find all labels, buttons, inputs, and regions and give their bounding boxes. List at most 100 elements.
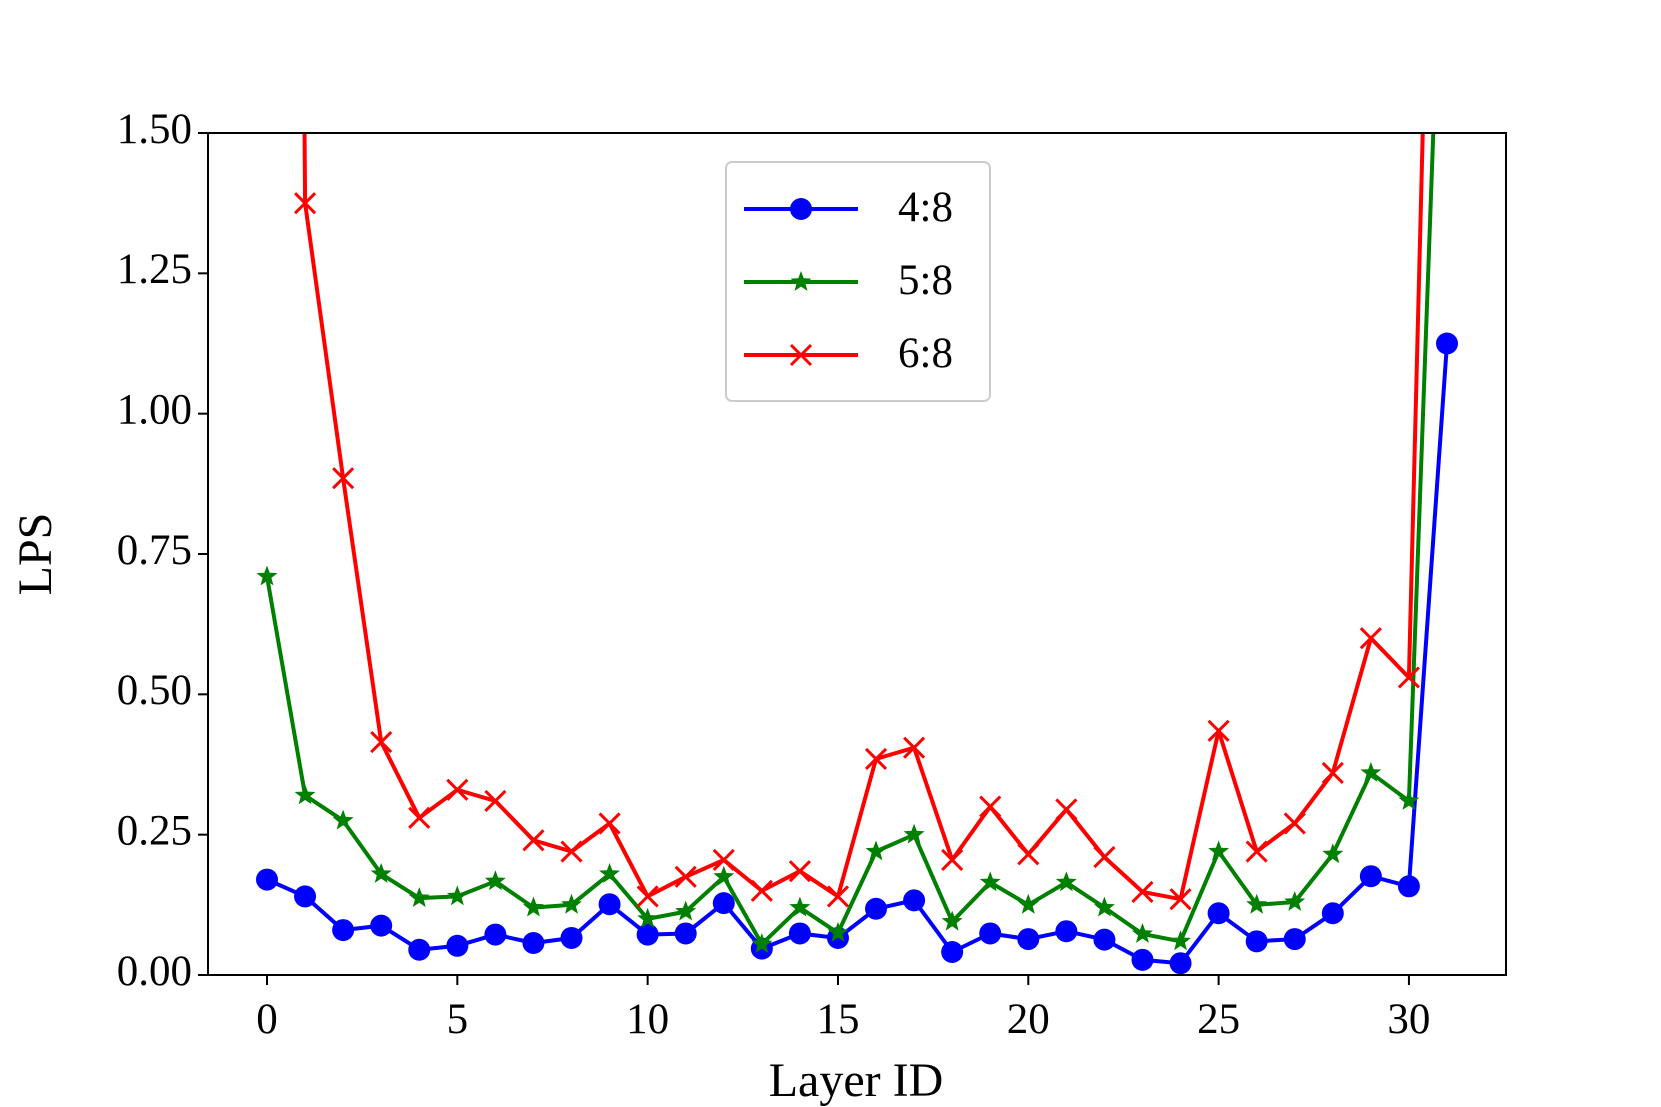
marker xyxy=(941,848,964,871)
marker xyxy=(1017,928,1040,951)
marker xyxy=(750,879,773,902)
marker xyxy=(599,863,620,883)
marker xyxy=(523,896,544,917)
marker xyxy=(484,789,507,813)
marker xyxy=(1321,761,1344,784)
marker xyxy=(637,907,659,928)
marker xyxy=(979,871,1001,892)
legend-label: 4:8 xyxy=(898,184,953,231)
series-line xyxy=(302,133,1425,902)
marker xyxy=(1207,719,1230,742)
marker xyxy=(712,848,735,871)
marker xyxy=(560,840,583,863)
marker xyxy=(1284,891,1306,911)
plot-frame xyxy=(207,132,1507,976)
y-tick-label: 0.75 xyxy=(117,527,192,574)
marker xyxy=(256,565,278,586)
marker xyxy=(256,868,278,891)
x-tick-label: 25 xyxy=(1197,996,1240,1043)
marker xyxy=(294,192,317,215)
marker xyxy=(294,885,317,908)
y-axis-label: LPS xyxy=(9,513,62,596)
y-tick-label: 0.00 xyxy=(117,948,192,995)
marker xyxy=(903,736,926,759)
marker xyxy=(903,889,926,912)
marker xyxy=(941,940,964,963)
marker xyxy=(332,809,354,830)
marker xyxy=(788,860,811,883)
x-tick-label: 20 xyxy=(1007,996,1050,1043)
marker xyxy=(636,885,659,908)
x-tick-label: 10 xyxy=(626,996,669,1043)
marker xyxy=(1093,928,1116,951)
marker xyxy=(674,865,697,888)
marker xyxy=(408,887,430,907)
marker xyxy=(1170,930,1191,951)
x-tick-label: 5 xyxy=(447,996,469,1043)
marker xyxy=(712,892,735,915)
marker xyxy=(1360,761,1382,782)
marker xyxy=(1359,627,1382,650)
x-tick-label: 0 xyxy=(256,996,278,1043)
marker xyxy=(1131,880,1154,903)
marker xyxy=(598,893,621,916)
marker xyxy=(636,923,659,946)
marker xyxy=(751,933,773,953)
marker xyxy=(1283,928,1306,951)
marker xyxy=(1131,948,1154,971)
marker xyxy=(1055,920,1078,943)
marker xyxy=(1169,888,1192,911)
plot-area xyxy=(256,133,1458,975)
marker xyxy=(370,863,392,883)
marker xyxy=(522,829,545,852)
legend-label: 5:8 xyxy=(898,257,953,304)
legend-label: 6:8 xyxy=(898,330,953,377)
marker xyxy=(826,885,850,908)
marker xyxy=(1322,843,1344,864)
marker xyxy=(560,926,583,949)
marker xyxy=(1245,840,1268,863)
marker xyxy=(1055,798,1078,821)
marker xyxy=(1208,840,1230,861)
marker xyxy=(1017,843,1040,866)
marker xyxy=(1397,666,1421,689)
marker xyxy=(941,910,963,931)
marker xyxy=(408,806,431,829)
marker xyxy=(788,922,811,945)
marker xyxy=(1436,332,1458,355)
marker xyxy=(484,923,507,946)
marker xyxy=(598,812,621,835)
marker xyxy=(827,921,849,942)
marker xyxy=(446,934,469,957)
marker xyxy=(370,914,393,937)
marker xyxy=(789,343,813,367)
marker xyxy=(903,823,925,844)
marker xyxy=(1245,930,1268,953)
marker xyxy=(1398,790,1420,810)
marker xyxy=(561,893,582,914)
y-tick-label: 0.25 xyxy=(117,808,192,855)
x-tick-label: 30 xyxy=(1387,996,1430,1043)
marker xyxy=(865,897,888,920)
marker xyxy=(1397,875,1420,898)
marker xyxy=(446,885,468,906)
marker xyxy=(1321,902,1344,925)
marker xyxy=(370,730,393,754)
marker xyxy=(790,271,812,291)
marker xyxy=(332,919,355,942)
marker xyxy=(865,840,887,861)
marker xyxy=(1132,923,1153,943)
y-tick-label: 1.50 xyxy=(117,106,192,153)
marker xyxy=(294,784,316,805)
marker xyxy=(332,467,355,490)
x-tick-label: 15 xyxy=(816,996,859,1043)
y-tick-label: 1.00 xyxy=(117,387,192,434)
marker xyxy=(1093,846,1116,869)
marker xyxy=(789,896,811,917)
marker xyxy=(979,795,1002,818)
marker xyxy=(1094,896,1115,917)
marker xyxy=(1246,893,1268,914)
marker xyxy=(1283,812,1306,835)
marker xyxy=(1055,871,1077,892)
